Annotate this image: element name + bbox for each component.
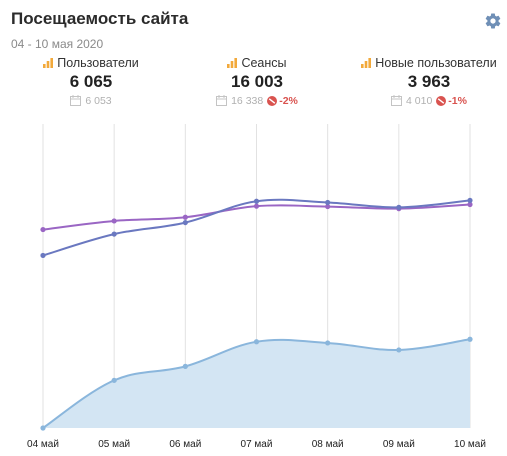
calendar-icon xyxy=(391,95,403,106)
x-tick-label: 10 май xyxy=(454,439,486,450)
data-point-sessions xyxy=(253,203,260,209)
metric-previous: 4 010 xyxy=(406,94,433,107)
bar-chart-icon xyxy=(43,57,54,68)
bar-chart-icon xyxy=(227,57,238,68)
data-point-new-users xyxy=(467,336,473,342)
x-tick-label: 08 май xyxy=(312,439,344,450)
data-point-users xyxy=(325,199,331,206)
data-point-new-users xyxy=(396,347,402,353)
calendar-icon xyxy=(216,95,228,106)
metric-delta: -1% xyxy=(448,94,467,107)
data-point-users xyxy=(40,252,46,259)
data-point-new-users xyxy=(111,377,117,383)
gear-icon[interactable] xyxy=(484,12,502,30)
metric-label: Новые пользователи xyxy=(375,55,497,70)
x-tick-label: 05 май xyxy=(98,439,130,450)
metric-previous: 16 338 xyxy=(231,94,264,107)
metric-label: Сеансы xyxy=(241,55,287,70)
x-tick-label: 07 май xyxy=(241,439,273,450)
data-point-sessions xyxy=(325,203,331,210)
data-point-sessions xyxy=(111,218,117,224)
decrease-icon xyxy=(436,95,447,106)
page-title: Посещаемость сайта xyxy=(11,9,189,28)
x-tick-label: 09 май xyxy=(383,439,415,450)
data-point-users xyxy=(467,197,473,204)
x-tick-label: 04 май xyxy=(27,439,59,450)
data-point-new-users xyxy=(325,340,331,346)
metric-previous: 6 053 xyxy=(85,94,112,107)
data-point-users xyxy=(111,231,117,237)
decrease-icon xyxy=(267,95,278,106)
date-range: 04 - 10 мая 2020 xyxy=(11,37,104,51)
metric-value: 3 963 xyxy=(407,72,451,91)
x-tick-label: 06 май xyxy=(169,439,201,450)
data-point-users xyxy=(396,204,402,210)
data-point-sessions xyxy=(182,214,188,220)
data-point-sessions xyxy=(40,226,46,233)
metric-label: Пользователи xyxy=(57,55,139,70)
metric-new-users: Новые пользователи 3 963 4 010 -1% xyxy=(344,55,507,107)
data-point-new-users xyxy=(253,339,260,345)
metric-delta: -2% xyxy=(279,94,298,107)
metric-value: 16 003 xyxy=(231,72,283,91)
metric-sessions: Сеансы 16 003 16 338 -2% xyxy=(172,55,342,107)
data-point-new-users xyxy=(40,425,46,431)
calendar-icon xyxy=(70,95,82,106)
data-point-sessions xyxy=(467,201,473,208)
series-area-new-users xyxy=(43,339,470,428)
metric-users: Пользователи 6 065 6 053 xyxy=(6,55,176,107)
data-point-users xyxy=(253,198,260,204)
bar-chart-icon xyxy=(361,57,372,68)
data-point-new-users xyxy=(182,363,188,369)
data-point-users xyxy=(182,219,188,226)
metric-value: 6 065 xyxy=(69,72,113,91)
